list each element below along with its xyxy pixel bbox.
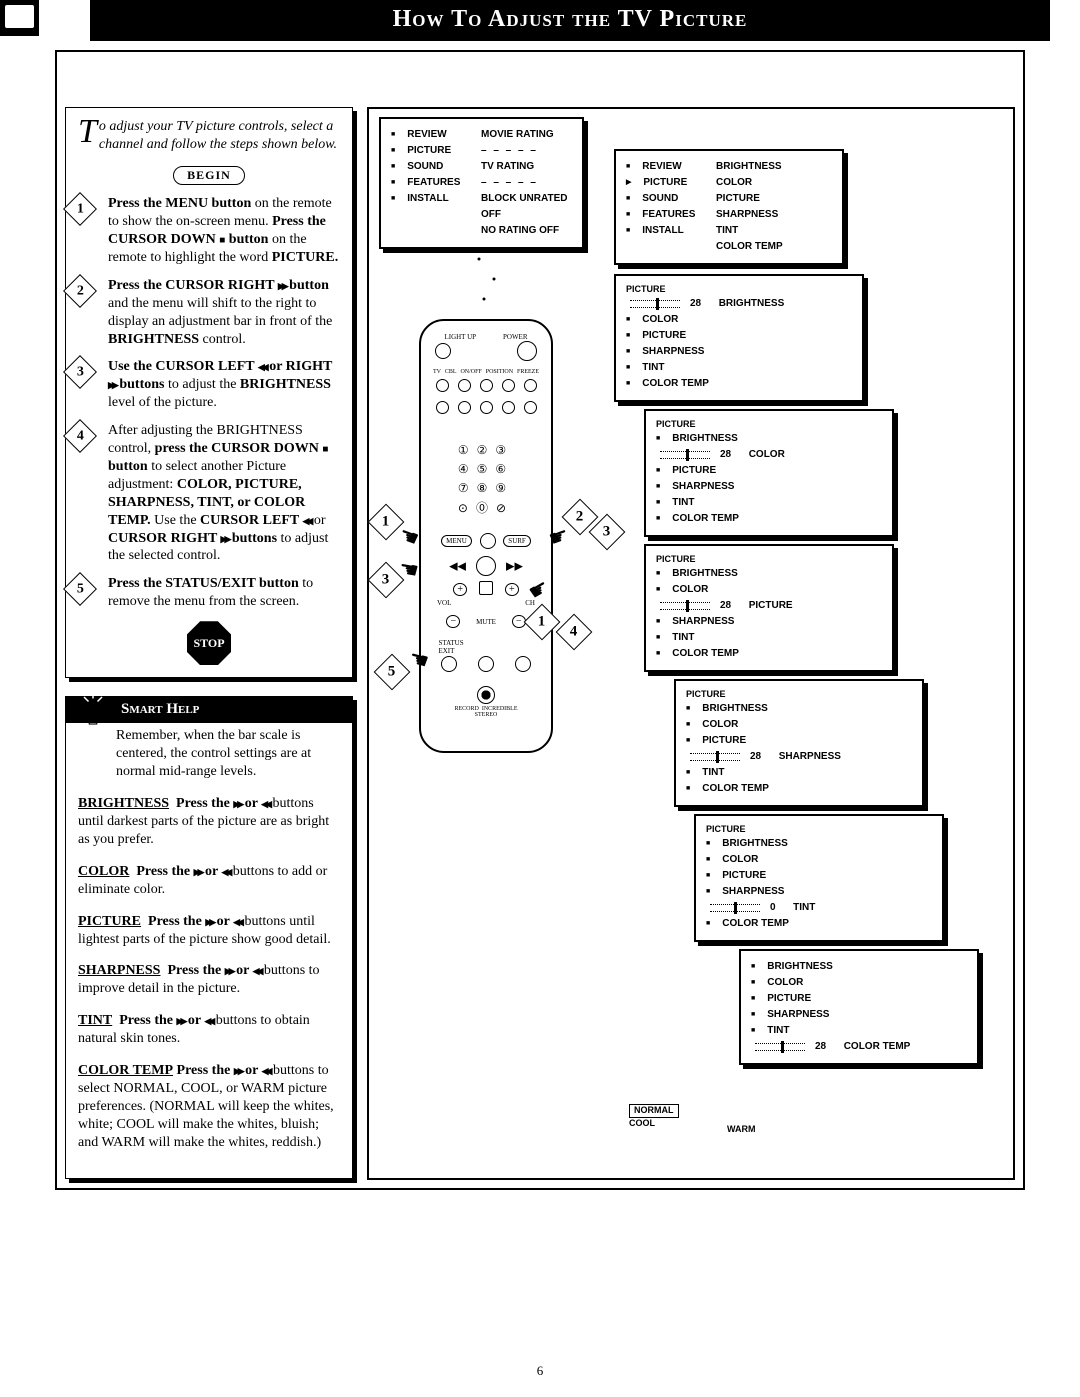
remote-button[interactable] (480, 379, 493, 392)
menu-value: COLOR (716, 175, 786, 191)
menu-value: COLOR TEMP (716, 239, 786, 255)
osd-picture-sharpness: PICTURE BRIGHTNESS COLOR PICTURE 28 SHAR… (674, 679, 924, 807)
intro-body: o adjust your TV picture controls, selec… (99, 119, 337, 152)
cursor-ok-button[interactable] (476, 556, 496, 576)
menu-item: REVIEW (626, 159, 696, 175)
menu-button[interactable]: MENU (441, 535, 472, 547)
cursor-up-button[interactable] (480, 533, 496, 549)
steps-box: T o adjust your TV picture controls, sel… (65, 107, 353, 678)
step-number-icon: 2 (63, 274, 97, 308)
menu-value: – – – – – (481, 143, 572, 159)
help-picture: PICTURE Press the or buttons until light… (78, 913, 340, 949)
menu-item-selected: PICTURE (626, 175, 696, 191)
surf-button[interactable]: SURF (503, 535, 531, 547)
remote-button[interactable] (502, 401, 515, 414)
help-brightness: BRIGHTNESS Press the or buttons until da… (78, 795, 340, 849)
menu-item: INSTALL (391, 191, 461, 207)
remote-control: LIGHT UPPOWER TVCBLON/OFFPOSITIONFREEZE (419, 319, 553, 753)
callout-5: 5 (374, 654, 411, 691)
menu-value: TV RATING (481, 159, 572, 175)
menu-item: SOUND (391, 159, 461, 175)
tv-icon (0, 0, 39, 36)
step-number-icon: 3 (63, 355, 97, 389)
osd-picture-color: PICTURE BRIGHTNESS 28 COLOR PICTURE SHAR… (644, 409, 894, 537)
step-4: 4 After adjusting the BRIGHTNESS control… (78, 422, 340, 565)
power-button[interactable] (517, 341, 537, 361)
step-number-icon: 1 (63, 192, 97, 226)
colortemp-options: NORMAL COOL (629, 1104, 679, 1129)
remote-button[interactable] (480, 401, 493, 414)
menu-value: BRIGHTNESS (716, 159, 786, 175)
help-tint: TINT Press the or buttons to obtain natu… (78, 1012, 340, 1048)
menu-item: INSTALL (626, 223, 696, 239)
callout-4: 4 (556, 614, 593, 651)
help-color: COLOR Press the or buttons to add or eli… (78, 863, 340, 899)
content-frame: T o adjust your TV picture controls, sel… (55, 50, 1025, 1190)
menu-value: TINT (716, 223, 786, 239)
menu-value: NO RATING OFF (481, 223, 572, 239)
remote-button[interactable] (458, 401, 471, 414)
vol-button[interactable]: − (446, 615, 460, 628)
colortemp-warm: WARM (727, 1124, 756, 1134)
step-5: 5 Press the STATUS/EXIT button to remove… (78, 575, 340, 611)
step-number-icon: 5 (63, 572, 97, 606)
page-number: 6 (0, 1363, 1080, 1379)
status-exit-button[interactable] (441, 656, 457, 672)
menu-value: MOVIE RATING (481, 127, 572, 143)
menu-item: PICTURE (391, 143, 461, 159)
smart-help-header: Smart Help (66, 697, 352, 723)
osd-picture-brightness: PICTURE 28 BRIGHTNESS COLOR PICTURE SHAR… (614, 274, 864, 402)
header: How To Adjust the TV Picture (0, 0, 1080, 41)
ch-button[interactable]: + (505, 583, 519, 596)
osd-picture-tint: PICTURE BRIGHTNESS COLOR PICTURE SHARPNE… (694, 814, 944, 942)
remote-button[interactable] (502, 379, 515, 392)
instructions-column: T o adjust your TV picture controls, sel… (65, 107, 353, 1197)
stop-icon: STOP (187, 621, 231, 665)
menu-item: FEATURES (391, 175, 461, 191)
menu-value: – – – – – (481, 175, 572, 191)
begin-badge: BEGIN (173, 166, 245, 185)
remote-button[interactable] (524, 401, 537, 414)
manual-page: How To Adjust the TV Picture T o adjust … (0, 0, 1080, 1397)
page-title: How To Adjust the TV Picture (90, 0, 1050, 41)
dropcap: T (78, 118, 99, 147)
menu-item: SOUND (626, 191, 696, 207)
step-3: 3 Use the CURSOR LEFT or RIGHT buttons t… (78, 358, 340, 412)
vol-button[interactable]: + (453, 583, 467, 596)
remote-button[interactable] (478, 656, 494, 672)
lightbulb-icon (78, 691, 108, 729)
keypad: ①②③ ④⑤⑥ ⑦⑧⑨ ⊙⓪⊘ (443, 441, 529, 518)
menu-value: BLOCK UNRATED OFF (481, 191, 572, 223)
help-sharpness: SHARPNESS Press the or buttons to improv… (78, 962, 340, 998)
smart-help-box: Smart Help Remember, when the bar scale … (65, 696, 353, 1178)
intro-text: T o adjust your TV picture controls, sel… (78, 118, 340, 154)
osd-picture-colortemp: BRIGHTNESS COLOR PICTURE SHARPNESS TINT … (739, 949, 979, 1065)
step-1: 1 Press the MENU button on the remote to… (78, 195, 340, 267)
menu-item: FEATURES (626, 207, 696, 223)
menu-header: PICTURE (626, 284, 852, 294)
help-colortemp: COLOR TEMP Press the or buttons to selec… (78, 1062, 340, 1152)
osd-picture-picture: PICTURE BRIGHTNESS COLOR 28 PICTURE SHAR… (644, 544, 894, 672)
remote-button[interactable] (458, 379, 471, 392)
osd-main-menu-2: REVIEW PICTURE SOUND FEATURES INSTALL BR… (614, 149, 844, 265)
remote-button[interactable] (436, 401, 449, 414)
menu-item: REVIEW (391, 127, 461, 143)
osd-main-menu-1: REVIEW PICTURE SOUND FEATURES INSTALL MO… (379, 117, 584, 249)
menu-value: SHARPNESS (716, 207, 786, 223)
step-number-icon: 4 (63, 419, 97, 453)
step-2: 2 Press the CURSOR RIGHT button and the … (78, 277, 340, 349)
smart-help-intro: Remember, when the bar scale is centered… (78, 727, 340, 781)
lightup-button[interactable] (435, 343, 451, 359)
menu-value: PICTURE (716, 191, 786, 207)
remote-button[interactable] (436, 379, 449, 392)
record-button[interactable] (477, 686, 495, 704)
diagram-area: REVIEW PICTURE SOUND FEATURES INSTALL MO… (367, 107, 1015, 1180)
remote-button[interactable] (515, 656, 531, 672)
remote-button[interactable] (524, 379, 537, 392)
cursor-down-button[interactable] (479, 581, 493, 595)
